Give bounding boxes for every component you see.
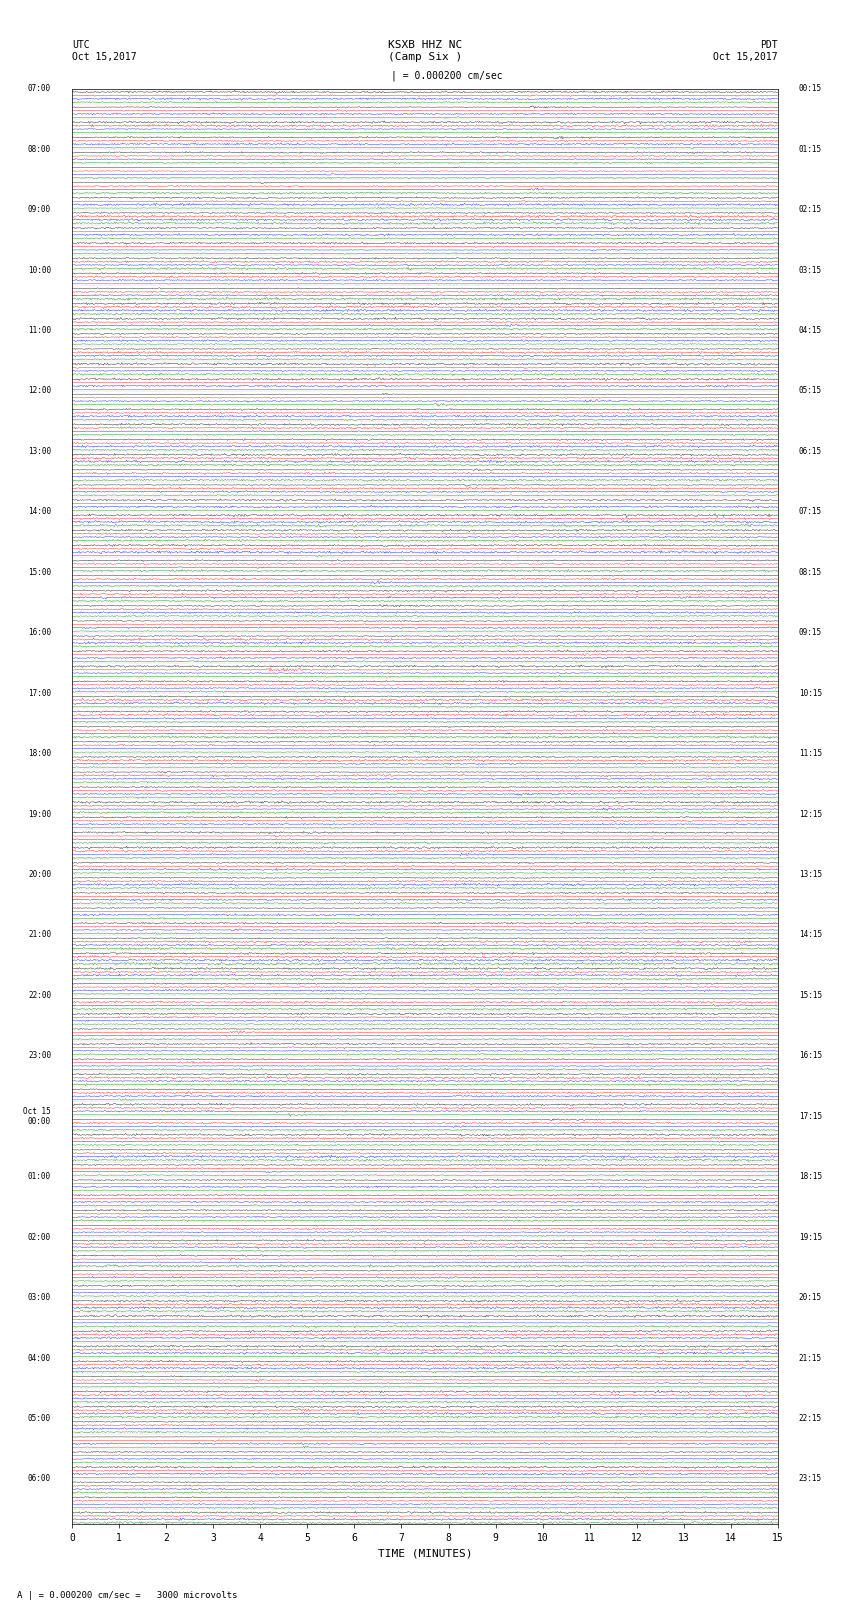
Text: 12:00: 12:00 — [28, 387, 51, 395]
Text: 09:00: 09:00 — [28, 205, 51, 215]
Text: 16:15: 16:15 — [799, 1052, 822, 1060]
Text: 04:00: 04:00 — [28, 1353, 51, 1363]
Text: 08:00: 08:00 — [28, 145, 51, 153]
Text: 20:00: 20:00 — [28, 869, 51, 879]
Text: 10:00: 10:00 — [28, 266, 51, 274]
Text: 14:15: 14:15 — [799, 931, 822, 939]
Text: 16:00: 16:00 — [28, 627, 51, 637]
Text: 23:15: 23:15 — [799, 1474, 822, 1484]
Text: 21:15: 21:15 — [799, 1353, 822, 1363]
Text: 02:15: 02:15 — [799, 205, 822, 215]
Text: 22:15: 22:15 — [799, 1415, 822, 1423]
Text: A | = 0.000200 cm/sec =   3000 microvolts: A | = 0.000200 cm/sec = 3000 microvolts — [17, 1590, 237, 1600]
Text: 07:00: 07:00 — [28, 84, 51, 94]
Text: 03:00: 03:00 — [28, 1294, 51, 1302]
Text: PDT
Oct 15,2017: PDT Oct 15,2017 — [713, 40, 778, 61]
Text: 09:15: 09:15 — [799, 627, 822, 637]
Text: 04:15: 04:15 — [799, 326, 822, 336]
Text: 17:00: 17:00 — [28, 689, 51, 698]
Text: 11:00: 11:00 — [28, 326, 51, 336]
Text: 06:00: 06:00 — [28, 1474, 51, 1484]
Text: 05:15: 05:15 — [799, 387, 822, 395]
Text: 13:15: 13:15 — [799, 869, 822, 879]
Text: 17:15: 17:15 — [799, 1111, 822, 1121]
Text: 05:00: 05:00 — [28, 1415, 51, 1423]
Text: 08:15: 08:15 — [799, 568, 822, 577]
Text: 19:15: 19:15 — [799, 1232, 822, 1242]
Text: 00:15: 00:15 — [799, 84, 822, 94]
Text: UTC
Oct 15,2017: UTC Oct 15,2017 — [72, 40, 137, 61]
Text: 11:15: 11:15 — [799, 748, 822, 758]
Text: 14:00: 14:00 — [28, 508, 51, 516]
Text: 19:00: 19:00 — [28, 810, 51, 818]
Text: 20:15: 20:15 — [799, 1294, 822, 1302]
Text: 15:00: 15:00 — [28, 568, 51, 577]
Text: 15:15: 15:15 — [799, 990, 822, 1000]
Text: 02:00: 02:00 — [28, 1232, 51, 1242]
Text: 01:00: 01:00 — [28, 1173, 51, 1181]
Text: 21:00: 21:00 — [28, 931, 51, 939]
Text: 06:15: 06:15 — [799, 447, 822, 456]
X-axis label: TIME (MINUTES): TIME (MINUTES) — [377, 1548, 473, 1558]
Text: 10:15: 10:15 — [799, 689, 822, 698]
Text: 01:15: 01:15 — [799, 145, 822, 153]
Text: 07:15: 07:15 — [799, 508, 822, 516]
Text: Oct 15
00:00: Oct 15 00:00 — [23, 1107, 51, 1126]
Text: 13:00: 13:00 — [28, 447, 51, 456]
Text: | = 0.000200 cm/sec: | = 0.000200 cm/sec — [391, 71, 502, 81]
Text: 18:00: 18:00 — [28, 748, 51, 758]
Text: 23:00: 23:00 — [28, 1052, 51, 1060]
Text: 03:15: 03:15 — [799, 266, 822, 274]
Text: 22:00: 22:00 — [28, 990, 51, 1000]
Text: 18:15: 18:15 — [799, 1173, 822, 1181]
Text: KSXB HHZ NC
(Camp Six ): KSXB HHZ NC (Camp Six ) — [388, 40, 462, 61]
Text: 12:15: 12:15 — [799, 810, 822, 818]
